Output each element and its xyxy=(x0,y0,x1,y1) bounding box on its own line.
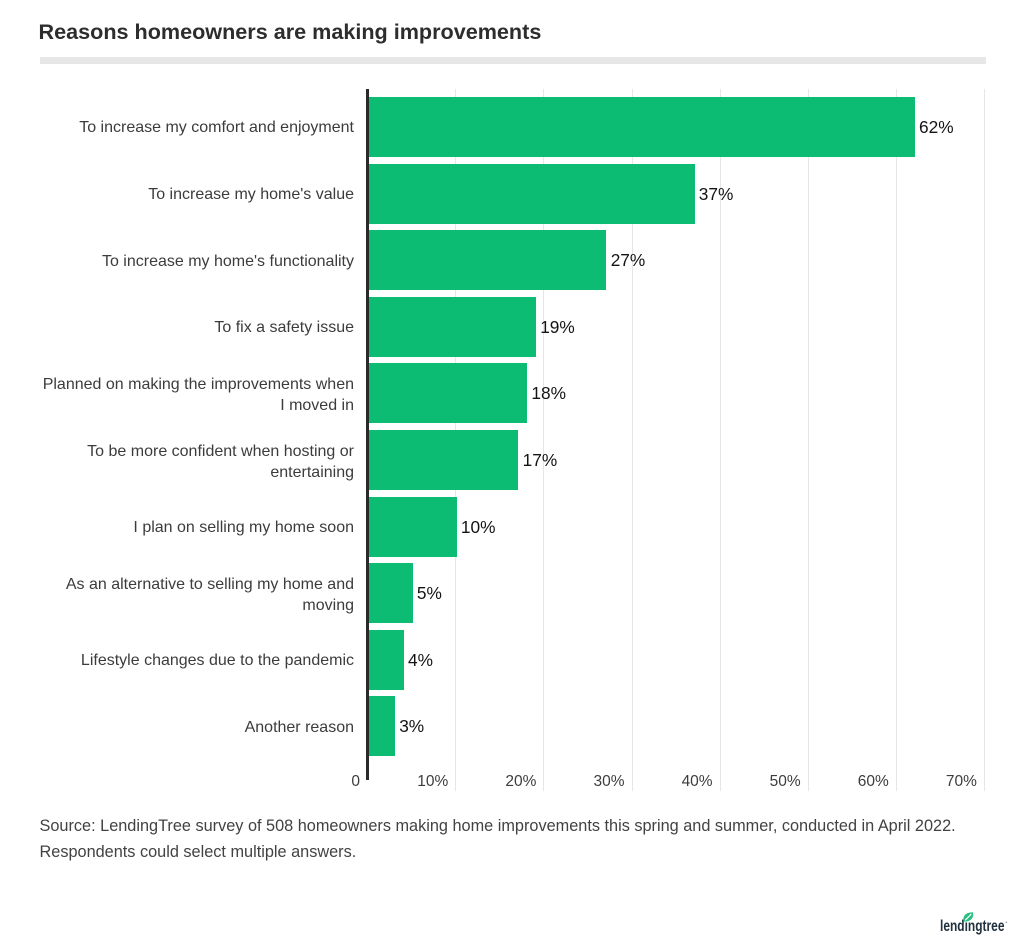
svg-text:lendingtree: lendingtree xyxy=(940,918,1005,935)
